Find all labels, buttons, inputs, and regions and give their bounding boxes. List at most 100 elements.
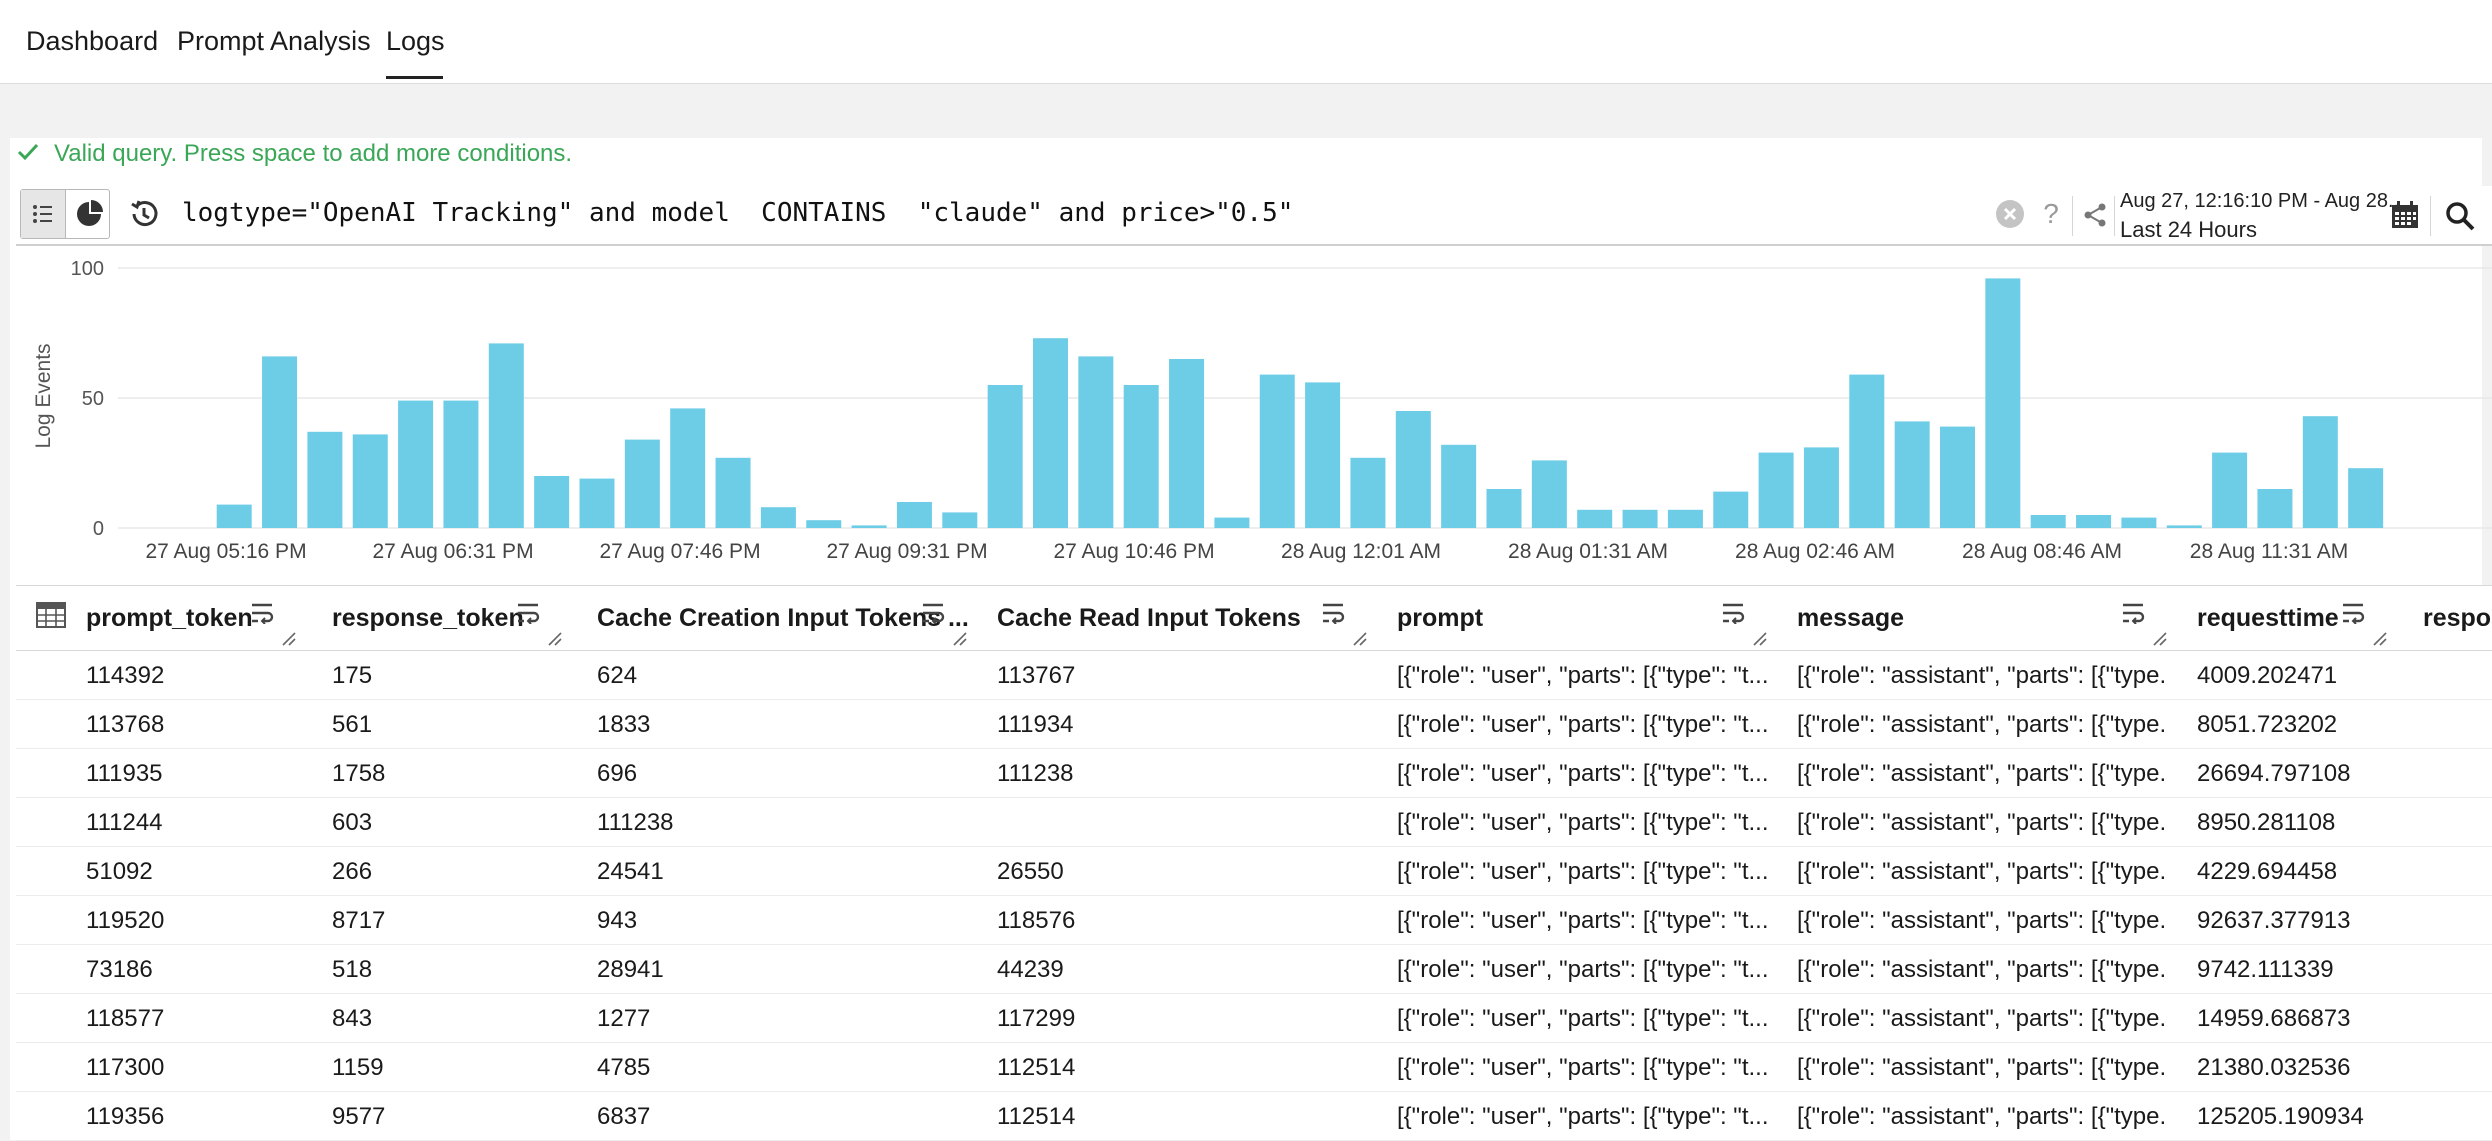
table-row[interactable]: 73186 518 28941 44239 [{"role": "user", "par…: [16, 945, 2492, 994]
wrap-text-toggle[interactable]: [250, 602, 276, 629]
chart-bar[interactable]: [216, 504, 252, 528]
chart-bar[interactable]: [2121, 517, 2157, 528]
chart-bar[interactable]: [1713, 491, 1749, 528]
column-resize-handle[interactable]: [2371, 630, 2387, 651]
chart-bar[interactable]: [307, 431, 343, 528]
column-header-response-token[interactable]: response_token: [332, 604, 524, 632]
share-button[interactable]: [2078, 198, 2112, 232]
table-row[interactable]: 51092 266 24541 26550 [{"role": "user", "par…: [16, 847, 2492, 896]
column-header-cache-read-input-tokens[interactable]: Cache Read Input Tokens: [997, 604, 1301, 632]
table-row[interactable]: 119356 9577 6837 112514 [{"role": "user", "p…: [16, 1092, 2492, 1141]
chart-bar[interactable]: [2030, 515, 2066, 528]
history-icon: [131, 200, 158, 227]
wrap-text-toggle[interactable]: [1321, 602, 1347, 629]
chart-bar[interactable]: [1531, 460, 1567, 528]
chart-bar[interactable]: [488, 343, 524, 528]
column-resize-handle[interactable]: [1351, 630, 1367, 651]
column-settings-button[interactable]: [36, 602, 66, 633]
calendar-button[interactable]: [2386, 196, 2424, 234]
history-button[interactable]: [124, 194, 164, 234]
chart-bar[interactable]: [352, 434, 388, 528]
date-range-picker[interactable]: Aug 27, 12:16:10 PM - Aug 28... Last 24 …: [2120, 190, 2400, 243]
chart-bar[interactable]: [1486, 489, 1522, 528]
chart-bar[interactable]: [987, 385, 1023, 528]
tab-dashboard[interactable]: Dashboard: [26, 26, 159, 56]
chart-bar[interactable]: [1078, 356, 1114, 528]
chart-bar[interactable]: [398, 400, 434, 528]
chart-bar[interactable]: [806, 520, 842, 528]
chart-bar[interactable]: [715, 457, 751, 528]
column-header-response[interactable]: respons: [2423, 604, 2492, 632]
column-header-requesttime[interactable]: requesttime: [2197, 604, 2339, 632]
chart-bar[interactable]: [2076, 515, 2112, 528]
column-resize-handle[interactable]: [2151, 630, 2167, 651]
chart-bar[interactable]: [1667, 509, 1703, 528]
chart-bar[interactable]: [1985, 278, 2021, 528]
chart-bar[interactable]: [1803, 447, 1839, 528]
search-button[interactable]: [2440, 196, 2480, 236]
table-row[interactable]: 113768 561 1833 111934 [{"role": "user", "pa…: [16, 700, 2492, 749]
column-resize-handle[interactable]: [951, 630, 967, 651]
chart-bar[interactable]: [579, 478, 615, 528]
wrap-text-toggle[interactable]: [921, 602, 947, 629]
tab-logs[interactable]: Logs: [386, 26, 445, 56]
chart-bar[interactable]: [624, 439, 660, 528]
column-header-cache-creation-input-tokens[interactable]: Cache Creation Input Tokens ...: [597, 604, 969, 632]
chart-bar[interactable]: [1305, 382, 1341, 528]
cell-cache-creation-input-tokens: 4785: [597, 1054, 651, 1081]
chart-bar[interactable]: [1849, 374, 1885, 528]
chart-bar[interactable]: [1214, 517, 1250, 528]
chart-bar[interactable]: [1758, 452, 1794, 528]
chart-bar[interactable]: [2166, 525, 2202, 528]
clear-query-button[interactable]: [1994, 198, 2026, 230]
chart-bar[interactable]: [1577, 509, 1613, 528]
wrap-text-toggle[interactable]: [1721, 602, 1747, 629]
table-row[interactable]: 117300 1159 4785 112514 [{"role": "user", "p…: [16, 1043, 2492, 1092]
chart-view-button[interactable]: [66, 190, 111, 238]
chart-bar[interactable]: [1350, 457, 1386, 528]
chart-bar[interactable]: [262, 356, 298, 528]
chart-bar[interactable]: [942, 512, 978, 528]
resize-icon: [2373, 632, 2387, 646]
table-row[interactable]: 114392 175 624 113767 [{"role": "user", "par…: [16, 651, 2492, 700]
table-row[interactable]: 118577 843 1277 117299 [{"role": "user", "pa…: [16, 994, 2492, 1043]
chart-bar[interactable]: [2302, 416, 2338, 528]
chart-bar[interactable]: [670, 408, 706, 528]
chart-bar[interactable]: [1169, 359, 1205, 528]
chart-bar[interactable]: [851, 525, 887, 528]
table-row[interactable]: 119520 8717 943 118576 [{"role": "user", "pa…: [16, 896, 2492, 945]
chart-bar[interactable]: [1123, 385, 1159, 528]
help-button[interactable]: ?: [2043, 198, 2059, 229]
column-header-prompt[interactable]: prompt: [1397, 604, 1484, 632]
chart-bar[interactable]: [1259, 374, 1295, 528]
cell-requesttime: 21380.032536: [2197, 1054, 2351, 1081]
wrap-text-toggle[interactable]: [516, 602, 542, 629]
chart-bar[interactable]: [1940, 426, 1975, 528]
chart-bar[interactable]: [2257, 489, 2293, 528]
chart-bar[interactable]: [1622, 509, 1658, 528]
wrap-text-toggle[interactable]: [2121, 602, 2147, 629]
table-row[interactable]: 111935 1758 696 111238 [{"role": "user", "pa…: [16, 749, 2492, 798]
chart-bar[interactable]: [1033, 338, 1068, 528]
cell-prompt-token: 117300: [86, 1054, 165, 1081]
column-resize-handle[interactable]: [1751, 630, 1767, 651]
tab-prompt-analysis[interactable]: Prompt Analysis: [177, 26, 371, 56]
chart-bar[interactable]: [443, 400, 479, 528]
list-view-button[interactable]: [21, 190, 66, 238]
chart-bar[interactable]: [2348, 468, 2384, 528]
column-resize-handle[interactable]: [546, 630, 562, 651]
wrap-text-toggle[interactable]: [2341, 602, 2367, 629]
chart-bar[interactable]: [1395, 411, 1431, 528]
column-header-prompt-token[interactable]: prompt_token: [86, 604, 253, 632]
chart-bar[interactable]: [760, 507, 796, 528]
chart-bar[interactable]: [896, 502, 932, 528]
chart-bar[interactable]: [1894, 421, 1930, 528]
chart-bar[interactable]: [534, 476, 570, 528]
table-row[interactable]: 111244 603 111238 [{"role": "user", "parts"…: [16, 798, 2492, 847]
chart-bar[interactable]: [2212, 452, 2248, 528]
column-header-message[interactable]: message: [1797, 604, 1905, 632]
query-input[interactable]: logtype="OpenAI Tracking" and model CONT…: [182, 198, 1294, 228]
column-resize-handle[interactable]: [280, 630, 296, 651]
cell-message: [{"role": "assistant", "parts": [{"type.…: [1797, 956, 2167, 983]
chart-bar[interactable]: [1441, 444, 1477, 528]
